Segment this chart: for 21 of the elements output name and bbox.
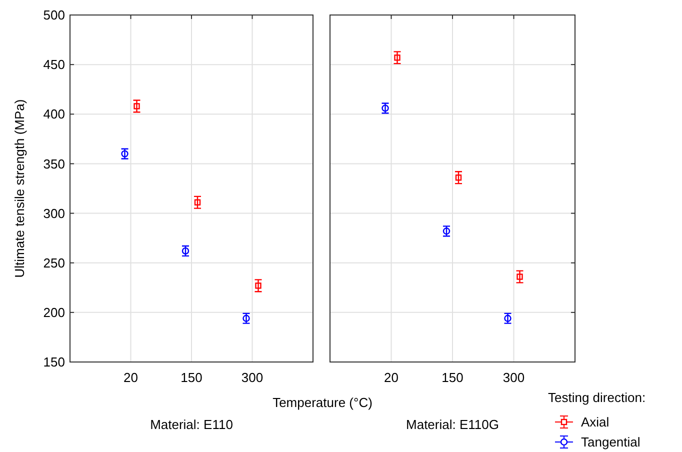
legend-title: Testing direction:	[548, 390, 646, 405]
y-tick-label: 450	[43, 57, 65, 72]
y-tick-label: 400	[43, 106, 65, 122]
y-axis-title: Ultimate tensile strength (MPa)	[12, 99, 27, 278]
text: Material: E110G	[406, 417, 499, 432]
x-tick-label: 20	[384, 370, 398, 385]
legend-label: Tangential	[581, 434, 640, 450]
y-tick-label: 500	[43, 8, 65, 23]
x-tick-label: 150	[180, 370, 202, 385]
y-tick-label: 150	[43, 354, 65, 370]
x-tick-label: 300	[502, 370, 525, 385]
legend-label: Axial	[581, 414, 610, 430]
y-tick-label: 300	[43, 206, 65, 221]
y-tick-label: 250	[43, 255, 65, 270]
x-axis-title: Temperature (°C)	[272, 395, 372, 410]
x-tick-label: 300	[241, 370, 264, 385]
y-tick-label: 200	[43, 304, 65, 320]
y-tick-label: 350	[43, 156, 65, 172]
x-tick-label: 150	[442, 370, 464, 385]
text: Material: E110	[150, 417, 233, 432]
x-tick-label: 20	[124, 370, 138, 385]
